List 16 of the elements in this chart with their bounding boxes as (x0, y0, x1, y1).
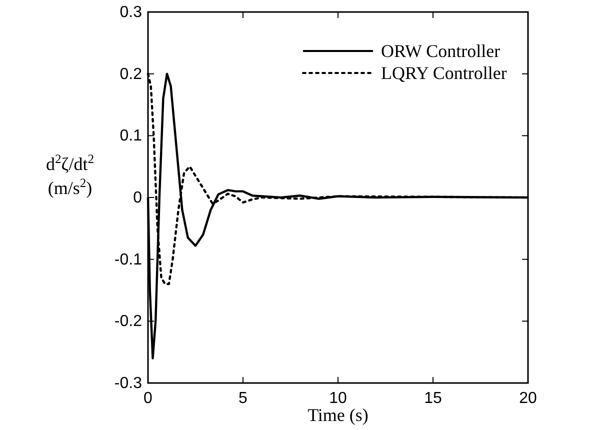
y-axis-title: d$^{2}$ζ/dt$^{2}$ (m/s$^{2}$) (46, 152, 94, 198)
x-axis-title: Time (s) (308, 405, 368, 425)
y-tick-label: 0.3 (120, 4, 142, 21)
x-tick-label: 15 (424, 390, 442, 407)
y-tick-label: 0.1 (120, 128, 142, 145)
y-tick-label: 0 (133, 190, 142, 206)
legend-label: ORW Controller (381, 41, 500, 61)
y-tick-label: -0.1 (114, 251, 142, 268)
legend-label: LQRY Controller (381, 63, 507, 83)
y-tick-label: -0.3 (114, 375, 142, 392)
y-tick-label: 0.2 (120, 66, 142, 83)
x-tick-label: 0 (144, 390, 153, 407)
x-tick-label: 20 (519, 390, 537, 407)
x-tick-label: 5 (238, 390, 248, 407)
x-tick-label: 10 (329, 390, 347, 407)
y-tick-label: -0.2 (114, 313, 142, 330)
